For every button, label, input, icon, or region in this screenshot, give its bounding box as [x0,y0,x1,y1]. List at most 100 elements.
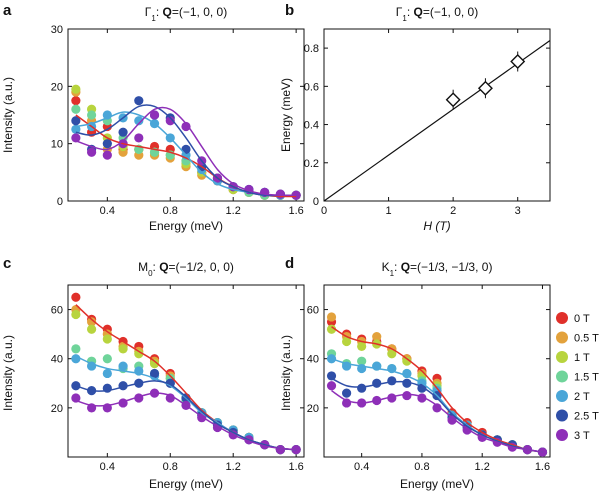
x-tick-label: 2 [450,205,456,217]
legend-item: 3 T [556,429,590,442]
fit-curve [331,377,543,453]
axes-b: 0 1 2 3 0 0.2 0.4 0.6 0.8 [304,28,551,217]
y-tick-label: 0 [313,196,319,208]
data-point [134,133,144,143]
legend-item: 1 T [556,351,590,364]
data-point [102,334,112,344]
data-point [71,393,81,403]
data-point [432,403,442,413]
panel-label-c: c [3,255,11,272]
data-point [71,354,81,364]
legend-item: 1.5 T [556,370,599,384]
plot-frame-b [323,28,551,202]
panel-a: a Γ1: Q=(−1, 0, 0) 0.4 0.8 1.2 1.6 0 10 20 30 E… [1,2,305,233]
y-tick-label: 60 [51,305,63,317]
y-tick-label: 40 [51,354,63,366]
y-tick-label: 0.8 [304,43,319,55]
legend-label: 1.5 T [574,372,599,384]
data-point [402,378,412,388]
y-tick-label: 10 [51,139,63,151]
data-point [275,445,285,455]
x-tick-label: 0.8 [163,461,178,473]
x-tick-label: 0.4 [100,205,115,217]
legend: 0 T 0.5 T 1 T 1.5 T 2 T 2.5 T 3 T [556,312,599,442]
legend-label: 0.5 T [574,333,599,345]
data-point [102,150,112,160]
legend-label: 2 T [574,391,590,403]
x-tick-label: 1.2 [475,461,490,473]
y-axis-label-b: Energy (meV) [279,78,293,152]
legend-label: 3 T [574,430,590,442]
data-point [357,356,367,366]
legend-marker [556,312,568,324]
data-point [87,317,97,327]
panel-label-d: d [285,255,294,272]
legend-marker [556,351,568,363]
axes-a: 0.4 0.8 1.2 1.6 0 10 20 30 [51,24,305,217]
x-tick-label: 0.4 [354,461,369,473]
y-axis-label-a: Intensity (a.u.) [1,77,15,153]
data-point [326,381,337,391]
y-tick-label: 0.4 [304,120,319,132]
panel-d: d K1: Q=(−1/3, −1/3, 0) 0.4 0.8 1.2 1.6 20 40… [279,255,551,491]
data-point [149,110,160,120]
data-point [326,324,337,334]
data-point [71,344,81,354]
fit-curve [75,104,297,197]
y-tick-label: 20 [51,403,63,415]
x-axis-label-c: Energy (meV) [149,477,223,491]
y-tick-label: 30 [51,24,63,36]
panel-label-b: b [285,2,294,19]
y-tick-label: 40 [307,354,319,366]
data-point [71,104,81,114]
y-tick-label: 20 [51,81,63,93]
legend-label: 1 T [574,352,590,364]
fit-curve [75,380,297,451]
fit-curve [331,326,543,453]
data-point [275,189,285,199]
axes-d: 0.4 0.8 1.2 1.6 20 40 60 [307,284,551,473]
x-tick-label: 0.8 [163,205,178,217]
data-point [134,96,144,106]
data-point [71,84,81,94]
x-tick-label: 1.2 [226,461,241,473]
data-point [165,116,175,126]
x-tick-label: 0.4 [100,461,115,473]
x-axis-label-a: Energy (meV) [149,219,223,233]
data-point [402,390,412,401]
data-point [87,147,97,157]
data-point [181,121,191,132]
data-point [387,376,397,386]
x-tick-label: 0 [321,205,327,217]
data-point [71,116,81,126]
data-point [149,359,160,369]
legend-item: 0 T [556,312,590,325]
diamond-marker [477,80,493,96]
data-point [102,354,112,364]
diamond-marker [510,53,526,69]
data-point [165,393,175,403]
y-axis-label-d: Intensity (a.u.) [279,335,293,411]
x-tick-label: 1.6 [288,205,303,217]
diamond-marker [445,92,461,108]
fit-curve [331,390,543,453]
y-tick-label: 20 [307,403,319,415]
legend-item: 2 T [556,390,590,403]
x-tick-label: 1.2 [226,205,241,217]
data-point [149,368,160,379]
panel-b: b Γ1: Q=(−1, 0, 0) 0 1 2 3 0 0.2 0.4 0.6 0.8 H (… [279,2,551,233]
data-point [357,341,367,352]
legend-marker [556,429,568,441]
data-point [118,344,128,354]
y-tick-label: 0 [57,196,63,208]
x-axis-label-b: H (T) [423,219,450,233]
data-point [102,368,112,379]
y-tick-label: 60 [307,305,319,317]
data-point [372,332,382,342]
y-tick-label: 0.6 [304,81,319,93]
axes-c: 0.4 0.8 1.2 1.6 20 40 60 [51,284,305,473]
data-point [402,356,412,366]
data-point [71,133,81,143]
data-point [102,139,112,149]
